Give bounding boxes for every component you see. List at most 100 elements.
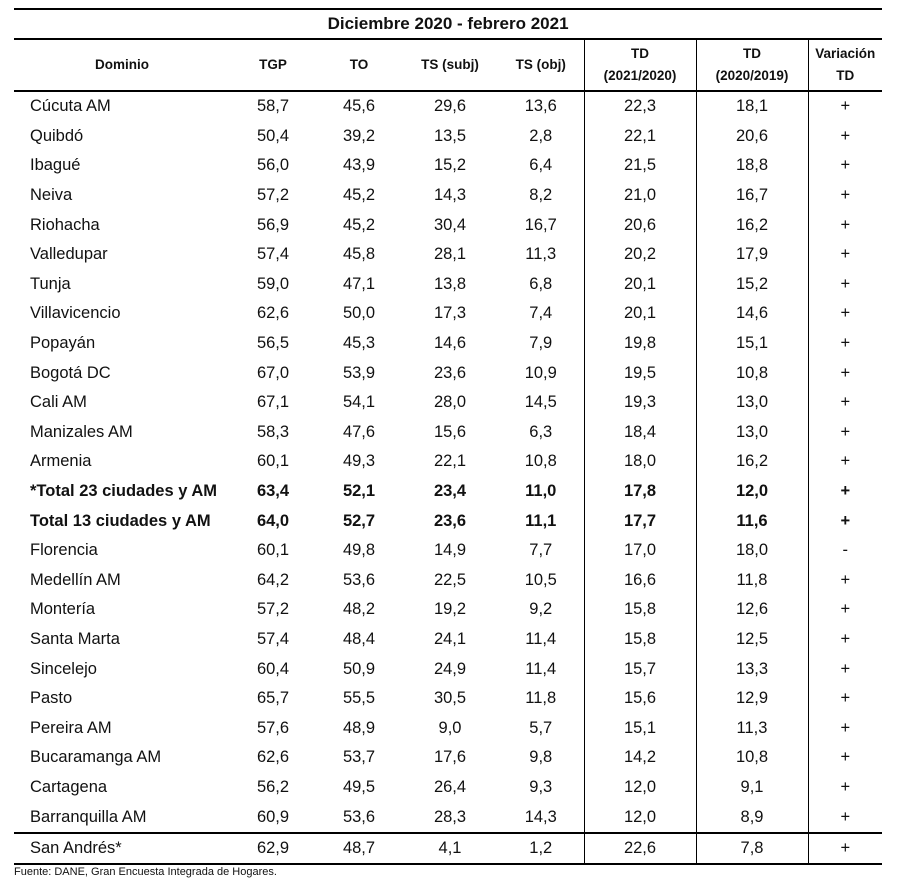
cell-variacion-td: + — [807, 91, 883, 122]
cell-dominio: San Andrés* — [14, 831, 230, 866]
table-row: Quibdó 50,4 39,2 13,5 2,8 22,1 20,6 + — [14, 121, 883, 152]
cell-td-2021-2020: 21,5 — [583, 151, 696, 181]
cell-ts-subj: 4,1 — [402, 831, 498, 866]
cell-ts-obj: 2,8 — [529, 126, 553, 145]
cell-ts-subj: 26,4 — [433, 777, 467, 796]
cell-td-2021-2020: 16,6 — [583, 565, 696, 596]
cell-td-2020-2019: 16,2 — [695, 447, 808, 477]
cell-td-2021-2020: 15,6 — [583, 683, 696, 714]
cell-to: 53,9 — [342, 363, 376, 382]
cell-variacion-td: + — [807, 506, 883, 536]
cell-ts-subj: 14,9 — [433, 541, 467, 560]
table-row: Ibagué 56,0 43,9 15,2 6,4 21,5 18,8 + — [14, 151, 883, 181]
cell-to: 53,6 — [342, 807, 376, 826]
cell-ts-subj: 19,2 — [433, 600, 467, 619]
cell-tgp: 64,2 — [256, 570, 290, 589]
cell-ts-subj: 13,8 — [433, 274, 467, 293]
cell-td-2020-2019: 18,0 — [695, 535, 808, 566]
cell-td-2020-2019: 17,9 — [695, 239, 808, 270]
cell-dominio: Bogotá DC — [30, 363, 111, 382]
cell-dominio: Quibdó — [30, 126, 84, 145]
cell-ts-subj: 30,4 — [433, 215, 467, 234]
header-dominio: Dominio — [14, 39, 230, 92]
cell-td-2020-2019: 12,9 — [695, 683, 808, 714]
source-note: Fuente: DANE, Gran Encuesta Integrada de… — [14, 866, 277, 878]
cell-ts-subj: 22,1 — [433, 452, 467, 471]
table-row: Neiva 57,2 45,2 14,3 8,2 21,0 16,7 + — [14, 180, 883, 211]
table-container: Diciembre 2020 - febrero 2021 Dominio TG… — [14, 8, 883, 866]
cell-ts-subj: 24,9 — [433, 659, 467, 678]
cell-td-2020-2019: 20,6 — [695, 121, 808, 152]
cell-td-2021-2020: 21,0 — [583, 180, 696, 211]
cell-td-2020-2019: 12,6 — [695, 595, 808, 625]
cell-tgp: 60,1 — [256, 541, 290, 560]
cell-td-2021-2020: 15,1 — [583, 713, 696, 744]
cell-td-2021-2020: 19,5 — [583, 358, 696, 388]
cell-ts-obj: 11,4 — [525, 659, 557, 678]
cell-td-2021-2020: 20,1 — [583, 299, 696, 329]
cell-td-2020-2019: 13,0 — [695, 387, 808, 418]
cell-tgp: 58,3 — [256, 422, 290, 441]
table-row: Valledupar 57,4 45,8 28,1 11,3 20,2 17,9 + — [14, 239, 883, 270]
cell-td-2021-2020: 12,0 — [583, 802, 696, 833]
labor-market-table: Diciembre 2020 - febrero 2021 Dominio TG… — [14, 8, 883, 866]
cell-variacion-td: + — [807, 743, 883, 773]
cell-variacion-td: + — [807, 210, 883, 240]
header-variacion-td: Variación TD — [807, 39, 883, 92]
cell-td-2021-2020: 12,0 — [583, 772, 696, 803]
cell-dominio: Riohacha — [30, 215, 100, 234]
cell-td-2021-2020: 19,8 — [583, 328, 696, 359]
cell-ts-subj: 9,0 — [438, 718, 462, 737]
table-row: Barranquilla AM 60,9 53,6 28,3 14,3 12,0 8,9 + — [14, 802, 883, 833]
cell-ts-subj: 22,5 — [433, 570, 467, 589]
cell-ts-obj: 13,6 — [524, 97, 557, 116]
cell-variacion-td: + — [807, 299, 883, 329]
cell-td-2020-2019: 13,3 — [695, 654, 808, 684]
cell-ts-obj: 14,5 — [524, 393, 557, 412]
cell-to: 55,5 — [342, 689, 376, 708]
table-row: Medellín AM 64,2 53,6 22,5 10,5 16,6 11,8 + — [14, 565, 883, 596]
cell-to: 48,7 — [316, 831, 402, 866]
header-td-2020-2019-line1: TD — [743, 46, 761, 61]
cell-to: 48,2 — [342, 600, 376, 619]
cell-tgp: 59,0 — [256, 274, 290, 293]
cell-td-2020-2019: 16,2 — [695, 210, 808, 240]
cell-ts-obj: 6,4 — [529, 156, 553, 175]
cell-ts-subj: 17,3 — [433, 304, 467, 323]
cell-ts-obj: 5,7 — [529, 718, 553, 737]
cell-tgp: 56,0 — [256, 156, 290, 175]
cell-ts-obj: 16,7 — [524, 215, 557, 234]
cell-ts-obj: 8,2 — [529, 186, 553, 205]
cell-to: 47,6 — [342, 422, 376, 441]
cell-dominio: Bucaramanga AM — [30, 748, 162, 767]
cell-ts-subj: 15,6 — [433, 422, 467, 441]
header-td-2020-2019-line2: (2020/2019) — [715, 68, 789, 83]
cell-td-2020-2019: 15,2 — [695, 269, 808, 300]
table-row: Cúcuta AM 58,7 45,6 29,6 13,6 22,3 18,1 + — [14, 91, 883, 122]
cell-td-2021-2020: 20,6 — [583, 210, 696, 240]
cell-ts-obj: 9,2 — [529, 600, 553, 619]
cell-tgp: 67,1 — [256, 393, 290, 412]
cell-tgp: 60,1 — [256, 452, 290, 471]
header-td-2021-2020-line2: (2021/2020) — [603, 68, 677, 83]
table-title: Diciembre 2020 - febrero 2021 — [14, 8, 883, 40]
cell-td-2020-2019: 13,0 — [695, 417, 808, 448]
table-row: Popayán 56,5 45,3 14,6 7,9 19,8 15,1 + — [14, 328, 883, 359]
cell-ts-obj: 9,8 — [529, 748, 553, 767]
cell-dominio: Ibagué — [30, 156, 81, 175]
cell-dominio: Cúcuta AM — [30, 97, 111, 116]
cell-variacion-td: + — [807, 151, 883, 181]
cell-dominio: Cali AM — [30, 393, 87, 412]
cell-to: 52,7 — [342, 511, 376, 530]
cell-td-2020-2019: 9,1 — [695, 772, 808, 803]
cell-td-2021-2020: 17,7 — [583, 506, 696, 536]
cell-td-2020-2019: 7,8 — [695, 831, 808, 866]
cell-td-2021-2020: 22,6 — [583, 831, 696, 866]
cell-tgp: 50,4 — [256, 126, 290, 145]
cell-to: 39,2 — [342, 126, 376, 145]
cell-td-2021-2020: 19,3 — [583, 387, 696, 418]
cell-variacion-td: + — [807, 269, 883, 300]
cell-tgp: 64,0 — [256, 511, 290, 530]
cell-td-2021-2020: 14,2 — [583, 743, 696, 773]
cell-variacion-td: + — [807, 121, 883, 152]
